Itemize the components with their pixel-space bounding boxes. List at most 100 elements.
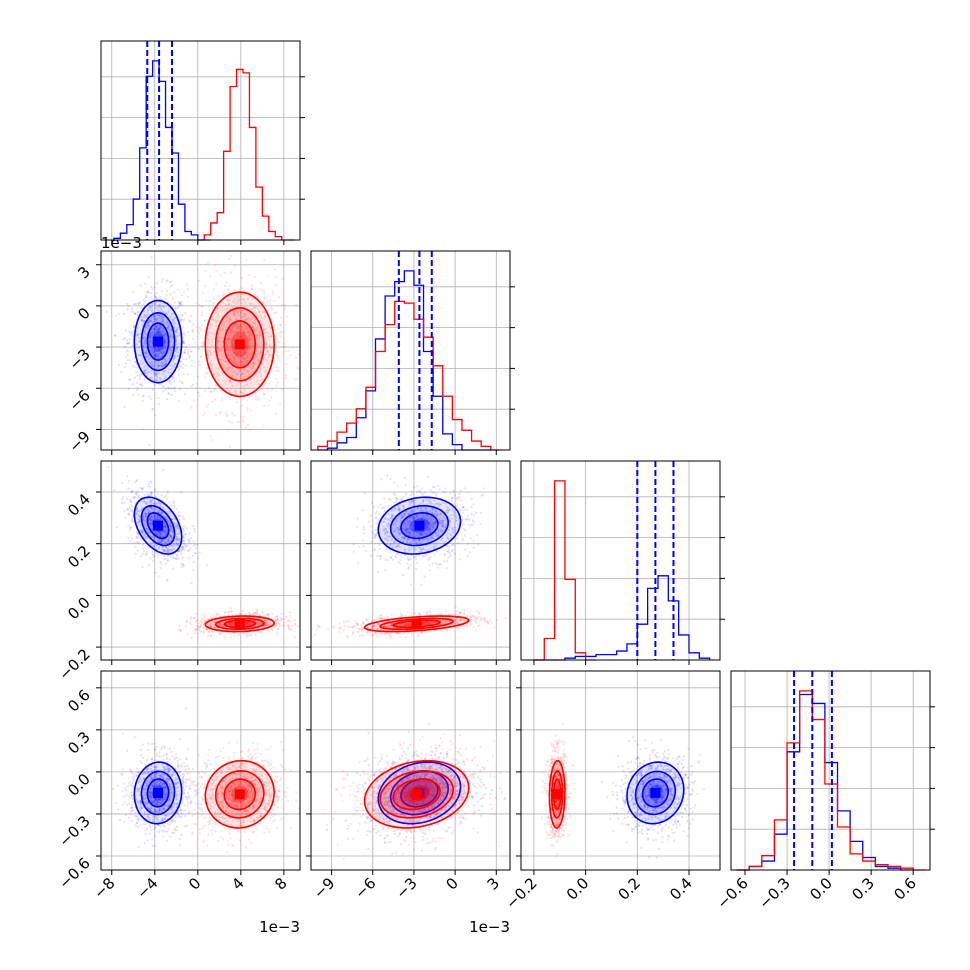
- sample-point: [149, 335, 152, 338]
- sample-point: [281, 330, 284, 334]
- sample-point: [254, 322, 257, 325]
- sample-point: [465, 508, 468, 511]
- sample-point: [239, 329, 242, 332]
- sample-point: [432, 525, 435, 528]
- sample-point: [260, 316, 263, 319]
- sample-point: [166, 280, 169, 283]
- sample-point: [210, 622, 213, 625]
- sample-point: [397, 532, 401, 536]
- sample-point: [135, 371, 138, 374]
- sample-point: [236, 299, 239, 302]
- sample-point: [424, 524, 427, 527]
- sample-point: [208, 630, 211, 634]
- sample-point: [176, 351, 179, 354]
- sample-point: [258, 631, 261, 634]
- sample-point: [161, 348, 164, 351]
- sample-point: [164, 549, 167, 552]
- sample-point: [160, 493, 163, 497]
- sample-point: [398, 509, 401, 512]
- sample-point: [147, 321, 150, 324]
- sample-point: [267, 614, 271, 617]
- sample-point: [154, 502, 157, 505]
- sample-point: [163, 361, 166, 364]
- sample-point: [148, 357, 151, 360]
- sample-point: [403, 476, 406, 480]
- sample-point: [398, 504, 401, 507]
- sample-point: [435, 492, 438, 495]
- sample-point: [218, 348, 221, 351]
- sample-point: [232, 337, 235, 340]
- sample-point: [138, 510, 141, 513]
- sample-point: [166, 578, 169, 581]
- sample-point: [263, 258, 266, 261]
- sample-point: [409, 508, 412, 511]
- sample-point: [172, 500, 175, 503]
- sample-point: [289, 620, 292, 623]
- sample-point: [173, 356, 177, 359]
- sample-point: [227, 288, 230, 291]
- sample-point: [372, 505, 375, 508]
- sample-point: [284, 377, 287, 380]
- sample-point: [139, 301, 142, 304]
- sample-point: [403, 512, 406, 516]
- sample-point: [162, 347, 165, 350]
- sample-point: [180, 319, 183, 322]
- sample-point: [173, 317, 176, 320]
- sample-point: [195, 386, 198, 389]
- sample-point: [197, 375, 200, 378]
- sample-point: [172, 319, 175, 322]
- sample-point: [195, 624, 198, 628]
- sample-point: [182, 536, 185, 539]
- sample-point: [245, 622, 248, 625]
- sample-point: [160, 326, 163, 329]
- sample-point: [268, 399, 271, 402]
- sample-point: [482, 487, 485, 490]
- sample-point: [130, 519, 133, 523]
- sample-point: [155, 530, 158, 533]
- sample-point: [428, 501, 431, 504]
- sample-point: [220, 624, 224, 627]
- sample-point: [182, 527, 185, 531]
- sample-point: [175, 553, 179, 557]
- sample-point: [278, 341, 281, 344]
- sample-point: [194, 621, 197, 624]
- sample-point: [239, 323, 242, 326]
- sample-point: [426, 526, 429, 530]
- sample-point: [197, 626, 200, 629]
- sample-point: [246, 327, 249, 330]
- sample-point: [472, 513, 475, 516]
- sample-point: [293, 622, 296, 625]
- sample-point: [168, 535, 172, 539]
- sample-point: [188, 355, 191, 358]
- sample-point: [388, 518, 391, 521]
- sample-point: [370, 554, 373, 557]
- sample-point: [381, 507, 384, 510]
- sample-point: [213, 298, 216, 301]
- sample-point: [417, 532, 420, 535]
- sample-point: [228, 357, 232, 360]
- sample-point: [251, 285, 254, 288]
- sample-point: [216, 367, 219, 370]
- sample-point: [175, 508, 178, 511]
- sample-point: [233, 621, 236, 624]
- sample-point: [462, 506, 465, 509]
- sample-point: [137, 521, 140, 524]
- sample-point: [402, 506, 405, 509]
- sample-point: [243, 315, 246, 318]
- sample-point: [164, 347, 167, 350]
- sample-point: [229, 379, 233, 382]
- sample-point: [248, 357, 251, 360]
- sample-point: [140, 359, 143, 362]
- sample-point: [178, 510, 181, 514]
- sample-point: [233, 297, 236, 301]
- sample-point: [462, 506, 465, 509]
- sample-point: [154, 501, 157, 504]
- sample-point: [186, 348, 189, 352]
- sample-point: [163, 344, 166, 347]
- sample-point: [187, 351, 190, 354]
- sample-point: [157, 555, 160, 558]
- sample-point: [448, 519, 451, 522]
- sample-point: [388, 513, 391, 516]
- sample-point: [209, 623, 212, 626]
- sample-point: [165, 549, 168, 553]
